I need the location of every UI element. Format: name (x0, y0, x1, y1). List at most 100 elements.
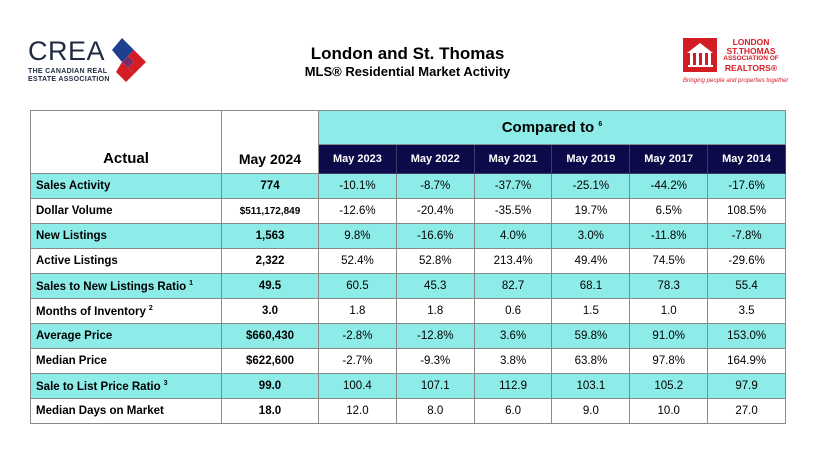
lstar-logo: LONDON ST.THOMAS ASSOCIATION OF REALTORS… (683, 38, 793, 88)
row-label: Active Listings (36, 255, 118, 267)
table-row: Sales to New Listings Ratio 1 49.5 60.5 45.3… (30, 273, 787, 299)
comparison-value-cell: 6.0 (473, 398, 553, 424)
crea-subtitle-line1: THE CANADIAN REAL (28, 68, 108, 75)
comparison-value-cell: 1.8 (395, 298, 475, 324)
comparison-value-cell: -12.8% (395, 323, 475, 349)
actual-value-cell: $622,600 (221, 348, 319, 374)
comparison-value-cell: -17.6% (707, 173, 787, 199)
comparison-value-cell: 9.0 (551, 398, 631, 424)
comparison-value-cell: 9.8% (318, 223, 397, 249)
row-label-cell: Dollar Volume (30, 198, 222, 224)
comparison-value-cell: -29.6% (707, 248, 787, 274)
comparison-value-cell: 0.6 (473, 298, 553, 324)
comparison-value-cell: 59.8% (551, 323, 631, 349)
comparison-value-cell: -44.2% (629, 173, 709, 199)
comparison-value-cell: 3.6% (473, 323, 553, 349)
actual-value-cell: 2,322 (221, 248, 319, 274)
comparison-value-cell: 78.3 (629, 273, 709, 299)
table-row: New Listings 1,563 9.8% -16.6% 4.0% 3.0% -11.8… (30, 223, 787, 249)
comparison-value-cell: 105.2 (629, 373, 709, 399)
row-label-cell: Average Price (30, 323, 222, 349)
comparison-value-cell: 108.5% (707, 198, 787, 224)
table-row: Median Price $622,600 -2.7% -9.3% 3.8% 63.8% 9… (30, 348, 787, 374)
comparison-value-cell: 6.5% (629, 198, 709, 224)
comparison-year-header: May 2014 (707, 144, 787, 174)
market-activity-table: Actual May 2024 Compared to 6 May 2023 Ma… (30, 110, 787, 424)
actual-value-cell: $511,172,849 (221, 198, 319, 224)
market-table-body: Sales Activity 774 -10.1% -8.7% -37.7% -25.1%… (30, 173, 787, 424)
comparison-value-cell: 12.0 (318, 398, 397, 424)
comparison-years-row: May 2023 May 2022 May 2021 May 2019 May 2017… (31, 144, 787, 174)
comparison-year-header: May 2019 (551, 144, 631, 174)
lstar-name-line1: LONDON (732, 37, 770, 47)
row-label-cell: Active Listings (30, 248, 222, 274)
comparison-value-cell: 74.5% (629, 248, 709, 274)
comparison-value-cell: 107.1 (395, 373, 475, 399)
compared-to-footnote: 6 (598, 121, 603, 128)
row-label: New Listings (36, 230, 107, 242)
comparison-value-cell: 52.8% (395, 248, 475, 274)
comparison-value-cell: 60.5 (318, 273, 397, 299)
comparison-value-cell: 153.0% (707, 323, 787, 349)
compared-to-header: Compared to 6 (317, 110, 787, 145)
table-row: Average Price $660,430 -2.8% -12.8% 3.6% 59.8… (30, 323, 787, 349)
report-title-block: London and St. Thomas MLS® Residential M… (0, 44, 815, 80)
comparison-value-cell: -16.6% (395, 223, 475, 249)
comparison-value-cell: 1.8 (318, 298, 397, 324)
row-label-cell: Sales Activity (30, 173, 222, 199)
comparison-value-cell: 97.9 (707, 373, 787, 399)
comparison-value-cell: -2.8% (318, 323, 397, 349)
comparison-value-cell: -11.8% (629, 223, 709, 249)
row-label: Average Price (36, 330, 113, 342)
lstar-tagline: Bringing people and properties together (683, 78, 789, 84)
comparison-value-cell: 1.5 (551, 298, 631, 324)
comparison-value-cell: -12.6% (318, 198, 397, 224)
comparison-value-cell: 10.0 (629, 398, 709, 424)
comparison-value-cell: 4.0% (473, 223, 553, 249)
crea-subtitle-line2: ESTATE ASSOCIATION (28, 76, 110, 83)
row-label: Sales to New Listings Ratio (36, 280, 187, 293)
row-label: Sale to List Price Ratio (36, 380, 161, 393)
comparison-year-header: May 2021 (473, 144, 553, 174)
lstar-house-icon (683, 38, 717, 72)
row-label: Months of Inventory (36, 305, 146, 318)
row-label: Median Days on Market (36, 405, 164, 417)
compared-to-label: Compared to (501, 119, 595, 136)
row-label: Dollar Volume (36, 205, 113, 217)
actual-column-header: Actual (30, 110, 222, 174)
comparison-value-cell: -7.8% (707, 223, 787, 249)
crea-wordmark: CREA (28, 36, 106, 66)
row-label: Sales Activity (36, 180, 111, 192)
table-row: Sales Activity 774 -10.1% -8.7% -37.7% -25.1%… (30, 173, 787, 199)
report-subtitle: MLS® Residential Market Activity (304, 64, 511, 79)
table-row: Median Days on Market 18.0 12.0 8.0 6.0 9.0 10… (30, 398, 787, 424)
comparison-value-cell: 100.4 (318, 373, 397, 399)
actual-value-cell: 774 (221, 173, 319, 199)
comparison-value-cell: 63.8% (551, 348, 631, 374)
comparison-value-cell: 3.0% (551, 223, 631, 249)
table-row: Active Listings 2,322 52.4% 52.8% 213.4% 49.4… (30, 248, 787, 274)
actual-value-cell: 49.5 (221, 273, 319, 299)
report-title: London and St. Thomas (310, 44, 505, 63)
actual-value-cell: 99.0 (221, 373, 319, 399)
row-footnote-marker: 2 (148, 304, 153, 312)
lstar-name-line4: REALTORS® (724, 62, 778, 73)
comparison-value-cell: 97.8% (629, 348, 709, 374)
row-label-cell: Median Price (30, 348, 222, 374)
comparison-year-header: May 2022 (395, 144, 475, 174)
comparison-value-cell: -9.3% (395, 348, 475, 374)
comparison-value-cell: 3.8% (473, 348, 553, 374)
lstar-name-line2: ST.THOMAS (726, 45, 776, 56)
table-row: Sale to List Price Ratio 3 99.0 100.4 107.1 1… (30, 373, 787, 399)
comparison-value-cell: 27.0 (707, 398, 787, 424)
comparison-value-cell: 103.1 (551, 373, 631, 399)
comparison-value-cell: 55.4 (707, 273, 787, 299)
actual-value-cell: $660,430 (221, 323, 319, 349)
comparison-value-cell: 3.5 (707, 298, 787, 324)
comparison-value-cell: 91.0% (629, 323, 709, 349)
comparison-value-cell: 52.4% (318, 248, 397, 274)
comparison-value-cell: -35.5% (473, 198, 553, 224)
comparison-value-cell: -8.7% (395, 173, 475, 199)
comparison-value-cell: 82.7 (473, 273, 553, 299)
row-label-cell: Months of Inventory 2 (30, 298, 222, 324)
